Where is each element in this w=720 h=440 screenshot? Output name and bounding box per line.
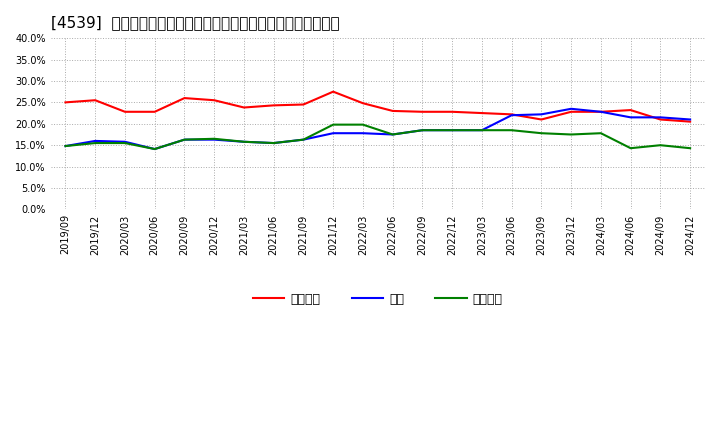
買入債務 [359,122,367,127]
買入債務 [91,140,99,146]
在庫 [299,137,307,142]
売上債権 [299,102,307,107]
売上債権 [686,119,695,124]
在庫 [180,137,189,142]
売上債権 [448,109,456,114]
買入債務 [180,137,189,142]
Line: 買入債務: 買入債務 [66,125,690,149]
売上債権 [537,117,546,122]
売上債権 [180,95,189,101]
売上債権 [91,98,99,103]
売上債権 [329,89,338,94]
売上債権 [656,117,665,122]
買入債務 [477,128,486,133]
在庫 [448,128,456,133]
在庫 [656,115,665,120]
在庫 [61,143,70,149]
買入債務 [686,146,695,151]
売上債権 [210,98,219,103]
在庫 [329,131,338,136]
在庫 [359,131,367,136]
買入債務 [508,128,516,133]
在庫 [508,113,516,118]
買入債務 [150,147,159,152]
在庫 [567,106,575,111]
在庫 [537,112,546,117]
在庫 [269,140,278,146]
買入債務 [210,136,219,141]
在庫 [626,115,635,120]
買入債務 [626,146,635,151]
買入債務 [537,131,546,136]
買入債務 [329,122,338,127]
在庫 [91,138,99,143]
買入債務 [567,132,575,137]
買入債務 [656,143,665,148]
売上債権 [477,110,486,116]
Line: 在庫: 在庫 [66,109,690,149]
買入債務 [388,132,397,137]
売上債権 [418,109,427,114]
在庫 [477,128,486,133]
売上債権 [388,108,397,114]
買入債務 [299,137,307,142]
売上債権 [567,109,575,114]
在庫 [597,109,606,114]
在庫 [210,137,219,142]
在庫 [240,139,248,144]
Legend: 売上債権, 在庫, 買入債務: 売上債権, 在庫, 買入債務 [248,288,508,311]
買入債務 [418,128,427,133]
在庫 [686,117,695,122]
売上債権 [626,107,635,113]
買入債務 [269,140,278,146]
売上債権 [150,109,159,114]
Line: 売上債権: 売上債権 [66,92,690,121]
買入債務 [121,140,130,146]
在庫 [121,139,130,144]
売上債権 [61,100,70,105]
在庫 [150,147,159,152]
売上債権 [269,103,278,108]
売上債権 [597,109,606,114]
買入債務 [240,139,248,144]
売上債権 [121,109,130,114]
買入債務 [61,143,70,149]
買入債務 [597,131,606,136]
売上債権 [508,112,516,117]
買入債務 [448,128,456,133]
在庫 [418,128,427,133]
Text: [4539]  売上債権、在庫、買入債務の総資産に対する比率の推移: [4539] 売上債権、在庫、買入債務の総資産に対する比率の推移 [50,15,339,30]
売上債権 [240,105,248,110]
売上債権 [359,101,367,106]
在庫 [388,132,397,137]
